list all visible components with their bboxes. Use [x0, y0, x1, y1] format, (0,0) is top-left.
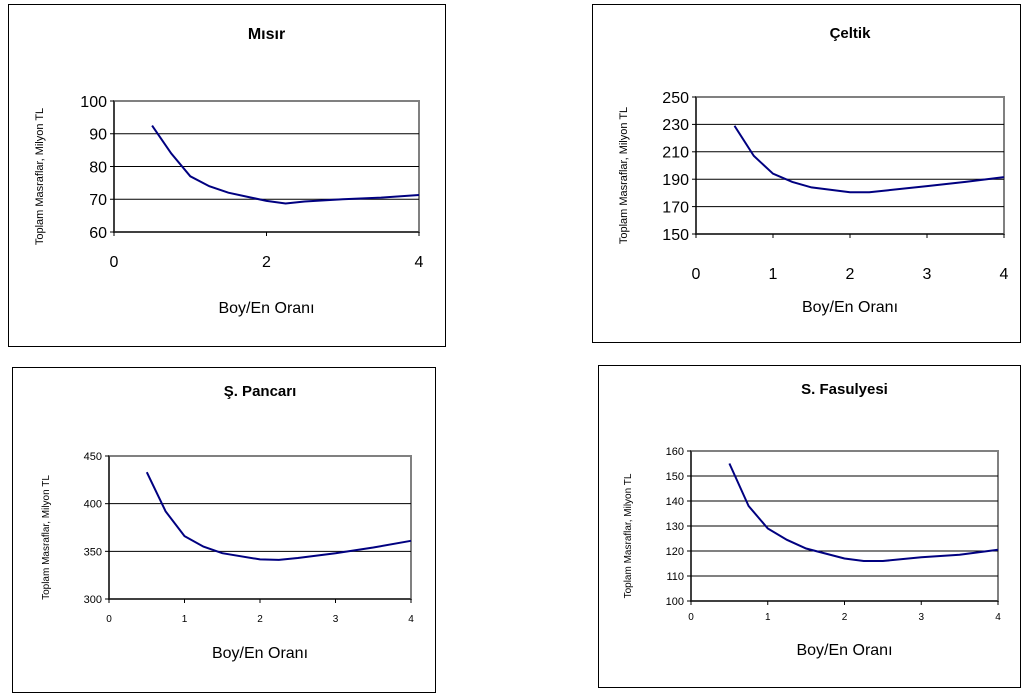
- x-axis-label: Boy/En Oranı: [218, 300, 314, 317]
- x-tick-label: 3: [923, 266, 932, 283]
- chart-title: Mısır: [248, 26, 285, 43]
- y-tick-label: 450: [84, 451, 102, 463]
- x-tick-label: 2: [257, 614, 263, 625]
- x-tick-label: 1: [182, 614, 188, 625]
- y-tick-label: 150: [662, 227, 689, 244]
- y-tick-label: 300: [84, 594, 102, 606]
- y-tick-label: 80: [89, 159, 107, 176]
- y-tick-label: 160: [666, 446, 684, 458]
- y-tick-label: 60: [89, 225, 107, 242]
- x-tick-label: 2: [842, 612, 848, 623]
- plot-area: [695, 96, 1005, 235]
- x-axis-label: Boy/En Oranı: [212, 645, 308, 662]
- chart-panel-soya-fasulyesi: S. Fasulyesi 100 110 120 130 140 150 160 0 1 2 3 4 Bo…: [598, 365, 1021, 688]
- series-line: [728, 463, 999, 562]
- x-tick-label: 4: [1000, 266, 1009, 283]
- y-tick-label: 230: [662, 117, 689, 134]
- y-axis-label: Toplam Masraflar, Milyon TL: [618, 107, 630, 244]
- x-tick-label: 0: [110, 254, 119, 271]
- chart-panel-celtik: Çeltik 150 170 190 210 230 250 0 1 2 3 4 Boy/En Oran…: [592, 4, 1021, 343]
- y-tick-label: 100: [80, 94, 107, 111]
- x-tick-label: 3: [918, 612, 924, 623]
- plot-area: [108, 455, 412, 600]
- x-tick-label: 2: [262, 254, 271, 271]
- y-axis-label: Toplam Masraflar, Milyon TL: [41, 475, 52, 600]
- x-tick-label: 4: [408, 614, 414, 625]
- y-tick-label: 110: [666, 571, 684, 583]
- chart-svg: Ş. Pancarı 300 350 400 450 0 1 2 3 4 Boy/En Oranı T…: [41, 383, 414, 662]
- y-tick-label: 170: [662, 199, 689, 216]
- y-tick-label: 350: [84, 546, 102, 558]
- y-tick-label: 90: [89, 127, 107, 144]
- y-tick-label: 150: [666, 471, 684, 483]
- y-tick-label: 190: [662, 172, 689, 189]
- x-tick-label: 2: [846, 266, 855, 283]
- y-tick-label: 250: [662, 90, 689, 107]
- chart-svg: Mısır 60 70 80 90 100 0 2 4 Boy/En Oranı Toplam Ma…: [34, 26, 424, 317]
- x-tick-label: 0: [106, 614, 112, 625]
- y-tick-label: 140: [666, 496, 684, 508]
- x-tick-label: 4: [995, 612, 1001, 623]
- x-tick-label: 1: [765, 612, 771, 623]
- y-axis-label: Toplam Masraflar, Milyon TL: [34, 108, 46, 245]
- x-tick-label: 0: [692, 266, 701, 283]
- x-axis-label: Boy/En Oranı: [802, 299, 898, 316]
- y-tick-label: 120: [666, 546, 684, 558]
- chart-panel-seker-pancari: Ş. Pancarı 300 350 400 450 0 1 2 3 4 Boy/En Oranı T…: [12, 367, 436, 693]
- x-axis-label: Boy/En Oranı: [796, 642, 892, 659]
- series-line: [151, 125, 420, 205]
- chart-panel-misir: Mısır 60 70 80 90 100 0 2 4 Boy/En Oranı Toplam Ma…: [8, 4, 446, 347]
- chart-title: S. Fasulyesi: [801, 381, 888, 398]
- y-tick-label: 400: [84, 499, 102, 511]
- series-line: [145, 471, 412, 561]
- series-line: [733, 125, 1005, 194]
- chart-title: Çeltik: [830, 25, 872, 42]
- y-tick-label: 210: [662, 145, 689, 162]
- x-tick-label: 1: [769, 266, 778, 283]
- chart-svg: S. Fasulyesi 100 110 120 130 140 150 160 0 1 2 3 4 Bo…: [623, 381, 1001, 659]
- x-tick-label: 4: [415, 254, 424, 271]
- y-tick-label: 100: [666, 596, 684, 608]
- chart-svg: Çeltik 150 170 190 210 230 250 0 1 2 3 4 Boy/En Oran…: [618, 25, 1009, 316]
- y-tick-label: 70: [89, 192, 107, 209]
- x-tick-label: 0: [688, 612, 694, 623]
- y-tick-label: 130: [666, 521, 684, 533]
- chart-title: Ş. Pancarı: [224, 383, 297, 400]
- x-tick-label: 3: [333, 614, 339, 625]
- y-axis-label: Toplam Masraflar, Milyon TL: [623, 473, 634, 598]
